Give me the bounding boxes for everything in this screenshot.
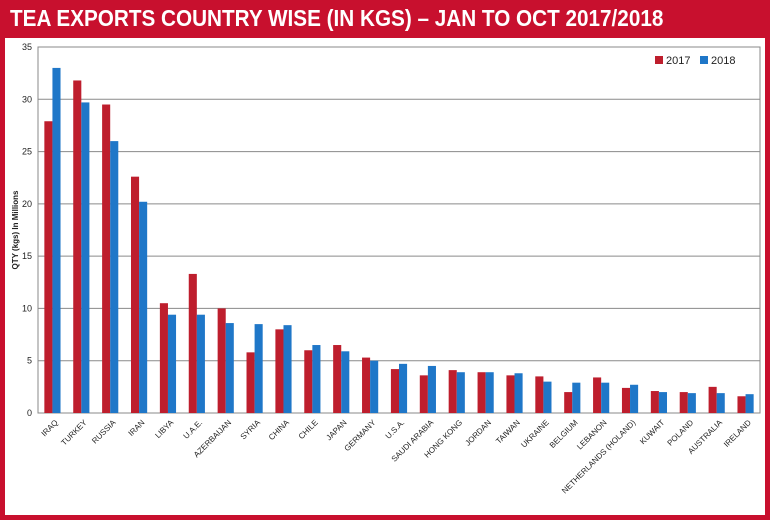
y-tick-label: 10 [22,303,32,313]
bar-2018-azerbaijan [225,323,234,413]
y-tick-label: 20 [22,199,32,209]
x-tick-label: CHILE [297,418,320,441]
y-tick-label: 30 [22,94,32,104]
legend-swatch-2018 [700,56,708,64]
bar-2017-iraq [44,121,53,413]
legend-label-2017: 2017 [666,55,690,67]
bar-2018-iran [139,201,148,413]
title-bar: TEA EXPORTS COUNTRY WISE (IN KGS) – JAN … [0,0,770,38]
bar-2018-libya [167,314,177,413]
bar-2018-lebanon [601,382,610,413]
y-axis-ticks: 0 5 10 15 20 25 30 35 [22,42,32,418]
x-tick-label: TAIWAN [494,418,522,446]
bar-2018-poland [687,393,696,413]
bar-2017-azerbaijan [217,308,226,413]
x-tick-label: CHINA [267,418,291,442]
x-tick-label: IRAN [127,418,147,438]
bar-2017-u-s-a- [390,369,399,413]
bar-2018-japan [341,351,350,413]
bar-2018-u-a-e- [196,314,205,413]
x-tick-label: U.A.E. [182,418,205,441]
bar-2017-china [275,329,284,413]
bar-2018-chile [312,345,321,413]
bar-2017-netherlands-holand- [621,387,631,413]
bar-2017-saudi-arabia [419,375,428,413]
chart-title: TEA EXPORTS COUNTRY WISE (IN KGS) – JAN … [10,5,664,31]
bar-2018-taiwan [514,373,523,413]
bar-2017-japan [333,345,342,413]
bar-2017-libya [159,303,168,413]
bar-2018-ireland [745,394,754,413]
legend-label-2018: 2018 [711,55,735,67]
bar-2018-belgium [572,382,581,413]
bar-2018-u-s-a- [399,363,408,413]
bar-2017-turkey [73,80,82,413]
legend-swatch-2017 [655,56,663,64]
bar-2018-germany [370,360,379,413]
x-tick-label: U.S.A. [384,418,407,441]
x-tick-label: KUWAIT [638,418,666,446]
bar-2018-syria [254,324,263,413]
x-tick-label: IRELAND [722,418,753,449]
y-axis-label: QTY (kgs) In Millions [11,190,20,270]
bar-2018-russia [110,141,119,413]
x-tick-label: POLAND [666,418,696,448]
x-tick-label: UKRAINE [519,418,551,450]
grid-lines [38,98,760,362]
bar-2017-chile [304,350,313,413]
bar-2017-taiwan [506,375,515,413]
bar-2018-australia [716,393,725,413]
y-tick-label: 0 [27,408,32,418]
bar-2017-lebanon [593,377,602,413]
y-tick-label: 5 [27,356,32,366]
x-tick-label: TURKEY [59,418,89,448]
bar-2018-china [283,325,292,413]
bar-2017-ukraine [535,376,544,413]
x-tick-label: LIBYA [153,418,175,440]
bars [44,67,754,414]
y-tick-label: 35 [22,42,32,52]
bar-2018-kuwait [658,392,668,413]
bar-2018-turkey [81,102,90,414]
x-tick-label: GERMANY [343,418,378,453]
bar-2017-hong-kong [448,370,457,413]
y-tick-label: 25 [22,147,32,157]
bar-2017-ireland [737,396,746,413]
bar-2017-syria [246,352,255,413]
x-tick-label: RUSSIA [90,418,118,446]
bar-2018-hong-kong [456,372,465,413]
y-tick-label: 15 [22,251,32,261]
bar-2017-germany [362,357,371,413]
x-tick-label: JORDAN [463,418,493,448]
bar-2017-australia [708,386,717,413]
bar-2018-iraq [52,67,61,414]
bar-2017-jordan [477,372,486,413]
bar-2018-netherlands-holand- [630,384,639,413]
bar-2018-jordan [485,372,494,413]
bar-2018-ukraine [543,381,552,413]
legend: 2017 2018 [655,55,735,67]
x-tick-label: SYRIA [239,418,263,442]
plot-area [37,46,761,414]
bar-2017-iran [130,176,140,413]
x-tick-label: IRAQ [40,418,60,438]
bar-2017-poland [679,392,688,413]
x-tick-label: JAPAN [324,418,348,442]
bar-2018-saudi-arabia [427,365,436,413]
bar-2017-u-a-e- [188,273,197,413]
bar-2017-kuwait [650,391,659,413]
bar-2017-belgium [564,392,573,413]
bar-2017-russia [102,104,111,413]
x-axis-labels: IRAQ TURKEY RUSSIA IRAN LIBYA U.A.E.AZERBAIJA… [40,418,753,496]
